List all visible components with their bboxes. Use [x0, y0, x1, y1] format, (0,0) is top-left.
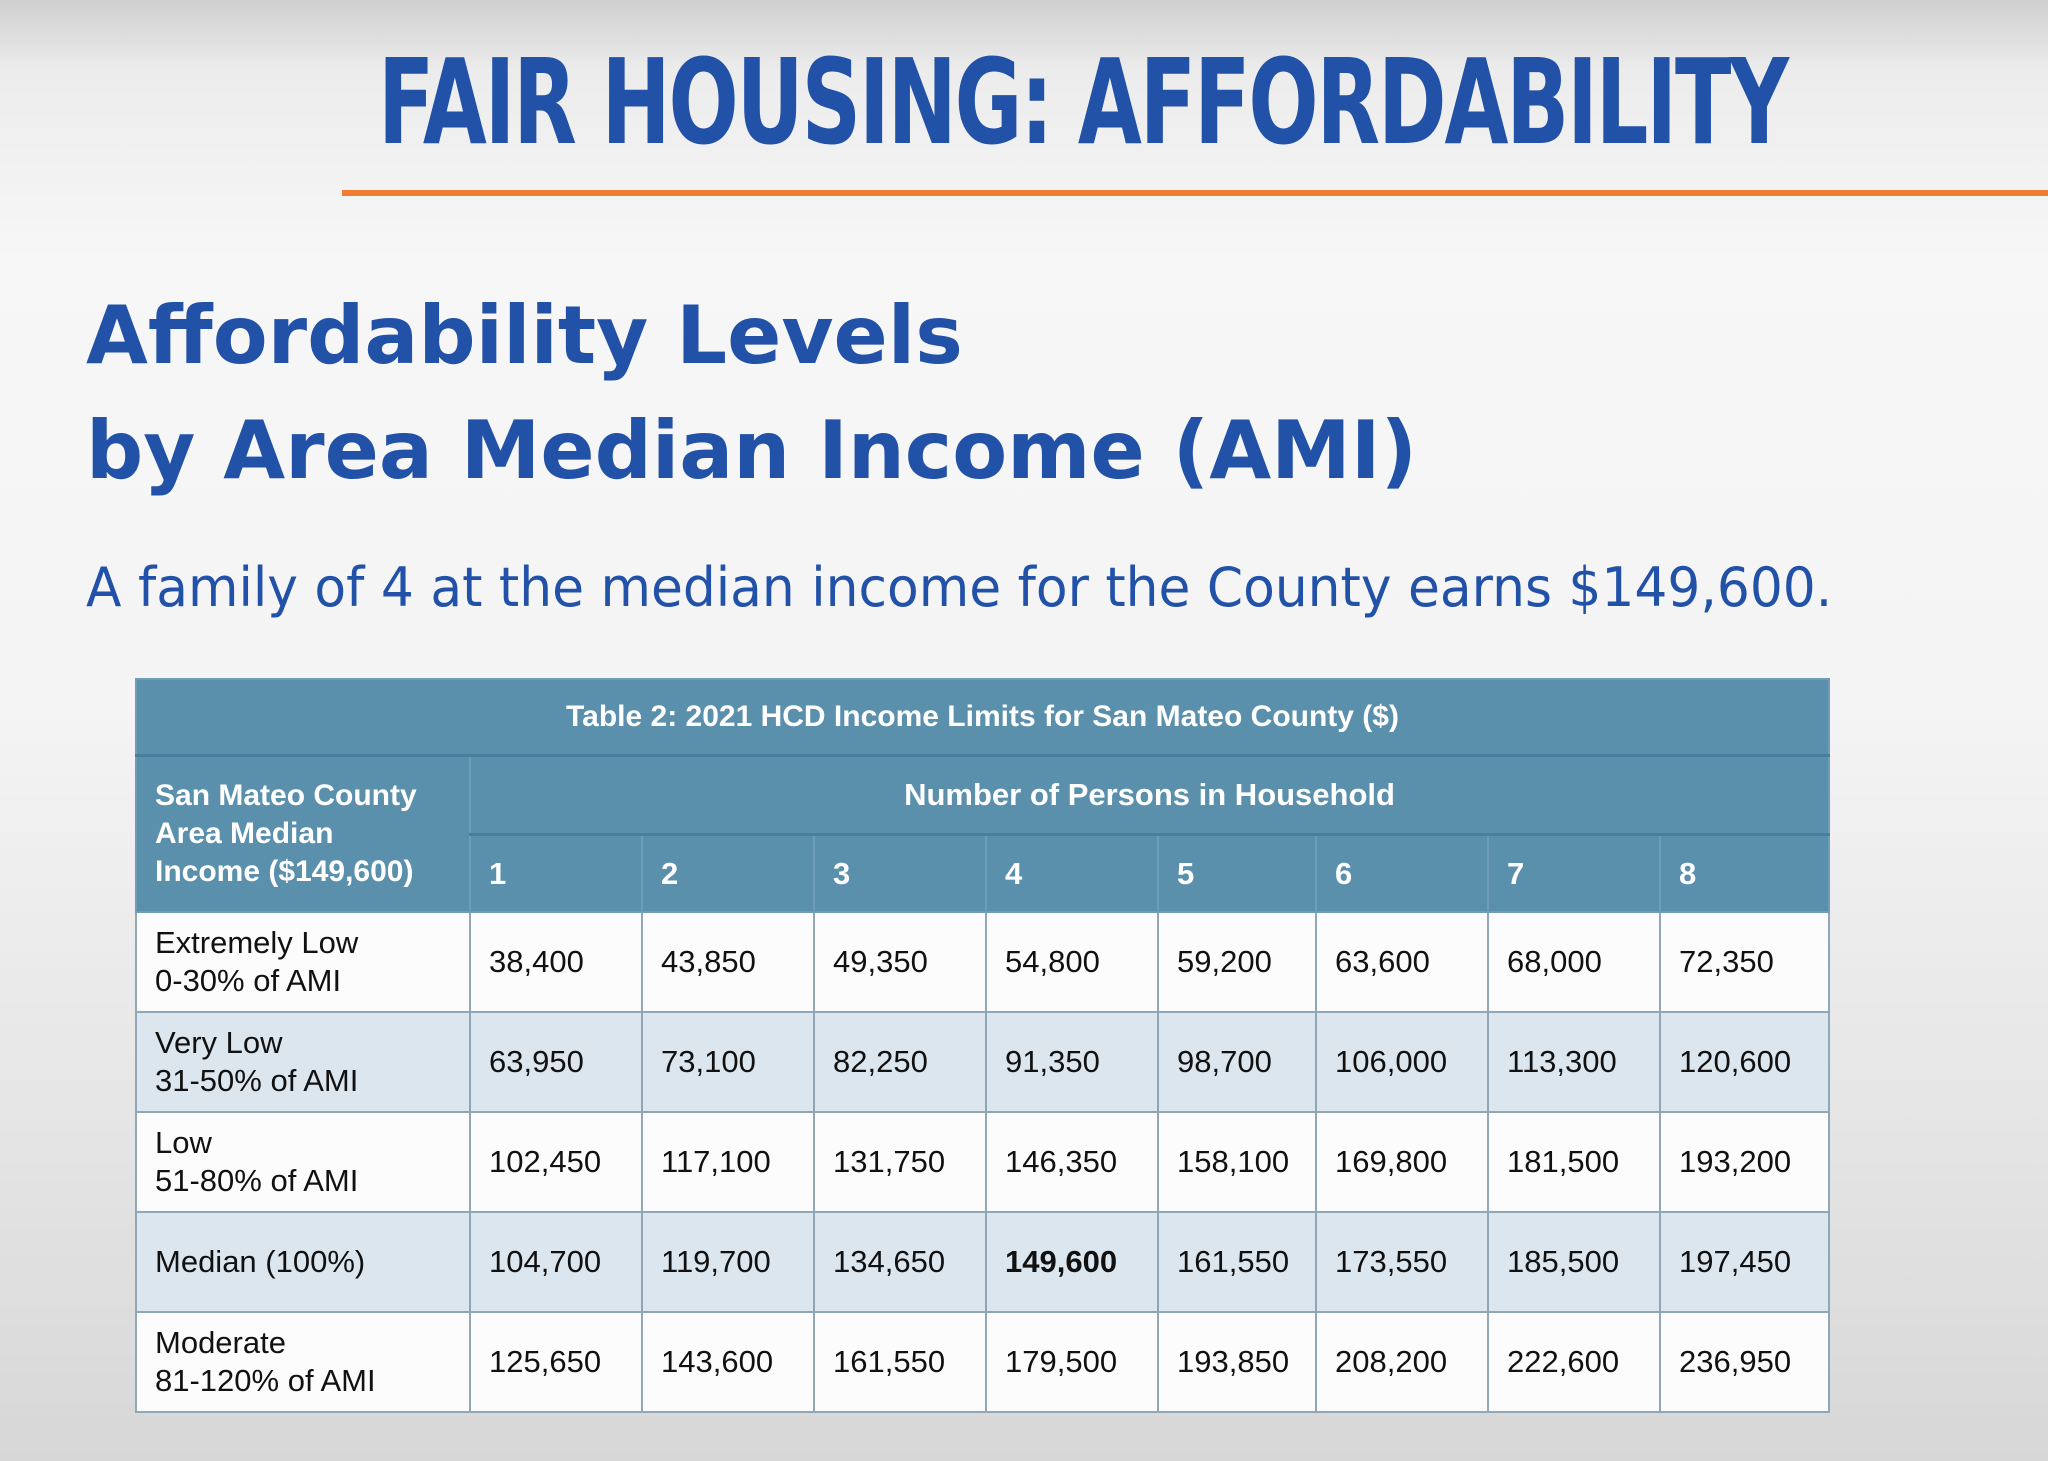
row-header-line-1: San Mateo County — [155, 779, 417, 812]
income-limit-cell: 104,700 — [469, 1211, 643, 1313]
income-level-label-line: 0-30% of AMI — [155, 963, 342, 998]
row-header-line-2: Area Median — [155, 817, 334, 850]
income-level-label-line: Very Low — [155, 1025, 283, 1060]
income-limit-cell: 119,700 — [641, 1211, 815, 1313]
income-level-label-line: Low — [155, 1125, 212, 1160]
column-header-persons-4: 4 — [985, 833, 1159, 913]
income-limit-cell: 59,200 — [1157, 911, 1317, 1013]
column-header-persons-6: 6 — [1315, 833, 1489, 913]
income-limit-cell: 72,350 — [1658, 911, 1831, 1013]
slide-heading-line-1: Affordability Levels — [86, 289, 963, 382]
column-header-persons-5: 5 — [1157, 833, 1317, 913]
income-level-label-line: Extremely Low — [155, 925, 359, 960]
table-row: Very Low 31-50% of AMI 63,950 73,100 82,250 9… — [135, 1011, 1831, 1113]
income-limit-cell: 149,600 — [985, 1211, 1159, 1313]
income-limit-cell: 49,350 — [813, 911, 987, 1013]
table-row: Median (100%) 104,700 119,700 134,650 149,60… — [135, 1211, 1831, 1313]
table-row: Moderate 81-120% of AMI 125,650 143,600 161,… — [135, 1311, 1831, 1413]
row-header-cell: San Mateo County Area Median Income ($14… — [135, 754, 471, 913]
column-header-persons-3: 3 — [813, 833, 987, 913]
income-level-label-line: 81-120% of AMI — [155, 1363, 376, 1398]
column-header-persons-2: 2 — [641, 833, 815, 913]
column-header-persons-7: 7 — [1487, 833, 1661, 913]
column-header-persons-8: 8 — [1658, 833, 1831, 913]
income-limit-cell: 73,100 — [641, 1011, 815, 1113]
table-row: Extremely Low 0-30% of AMI 38,400 43,850 49,… — [135, 911, 1831, 1013]
table-row: Low 51-80% of AMI 102,450 117,100 131,750 146… — [135, 1111, 1831, 1213]
income-limit-cell: 179,500 — [985, 1311, 1159, 1413]
income-limit-cell: 146,350 — [985, 1111, 1159, 1213]
income-limit-cell: 106,000 — [1315, 1011, 1489, 1113]
income-limit-cell: 181,500 — [1487, 1111, 1661, 1213]
income-limit-cell: 143,600 — [641, 1311, 815, 1413]
slide-heading-line-2: by Area Median Income (AMI) — [86, 404, 1418, 497]
income-limit-cell: 134,650 — [813, 1211, 987, 1313]
income-limit-cell: 161,550 — [1157, 1211, 1317, 1313]
income-level-label-line: 31-50% of AMI — [155, 1063, 359, 1098]
income-limit-cell: 236,950 — [1658, 1311, 1831, 1413]
income-level-label: Very Low 31-50% of AMI — [135, 1011, 471, 1113]
income-limit-cell: 54,800 — [985, 911, 1159, 1013]
income-limit-cell: 117,100 — [641, 1111, 815, 1213]
income-level-label-line: Moderate — [155, 1325, 286, 1360]
column-header-persons-1: 1 — [469, 833, 643, 913]
income-limit-cell: 102,450 — [469, 1111, 643, 1213]
income-limit-cell: 131,750 — [813, 1111, 987, 1213]
income-limit-cell: 161,550 — [813, 1311, 987, 1413]
income-level-label: Low 51-80% of AMI — [135, 1111, 471, 1213]
income-level-label-line: 51-80% of AMI — [155, 1163, 359, 1198]
income-level-label: Extremely Low 0-30% of AMI — [135, 911, 471, 1013]
income-limit-cell: 68,000 — [1487, 911, 1661, 1013]
income-limit-cell: 82,250 — [813, 1011, 987, 1113]
income-limit-cell: 43,850 — [641, 911, 815, 1013]
row-header-line-3: Income ($149,600) — [155, 855, 414, 888]
income-limit-cell: 208,200 — [1315, 1311, 1489, 1413]
income-limit-cell: 38,400 — [469, 911, 643, 1013]
banner-underline — [342, 190, 2048, 196]
income-limit-cell: 173,550 — [1315, 1211, 1489, 1313]
income-limit-cell: 125,650 — [469, 1311, 643, 1413]
income-limit-cell: 197,450 — [1658, 1211, 1831, 1313]
income-limits-table: Table 2: 2021 HCD Income Limits for San … — [134, 678, 1831, 1413]
income-limit-cell: 158,100 — [1157, 1111, 1317, 1213]
income-limit-cell: 113,300 — [1487, 1011, 1661, 1113]
income-limit-cell: 185,500 — [1487, 1211, 1661, 1313]
household-size-group-header: Number of Persons in Household — [468, 754, 1831, 836]
income-level-label-line: Median (100%) — [155, 1244, 366, 1279]
slide-banner-title: FAIR HOUSING: AFFORDABILITY — [378, 33, 1789, 171]
income-level-label: Median (100%) — [135, 1211, 471, 1313]
income-level-label: Moderate 81-120% of AMI — [135, 1311, 471, 1413]
income-limit-cell: 222,600 — [1487, 1311, 1661, 1413]
income-limit-cell: 120,600 — [1658, 1011, 1831, 1113]
income-limit-cell: 169,800 — [1315, 1111, 1489, 1213]
income-limit-cell: 63,950 — [469, 1011, 643, 1113]
income-limit-cell: 63,600 — [1315, 911, 1489, 1013]
income-limit-cell: 91,350 — [985, 1011, 1159, 1113]
table-caption: Table 2: 2021 HCD Income Limits for San … — [134, 678, 1831, 757]
slide-heading: Affordability Levels by Area Median Inco… — [86, 278, 1417, 508]
income-limit-cell: 98,700 — [1157, 1011, 1317, 1113]
slide-subtitle: A family of 4 at the median income for t… — [86, 556, 1833, 619]
income-limit-cell: 193,850 — [1157, 1311, 1317, 1413]
income-limit-cell: 193,200 — [1658, 1111, 1831, 1213]
